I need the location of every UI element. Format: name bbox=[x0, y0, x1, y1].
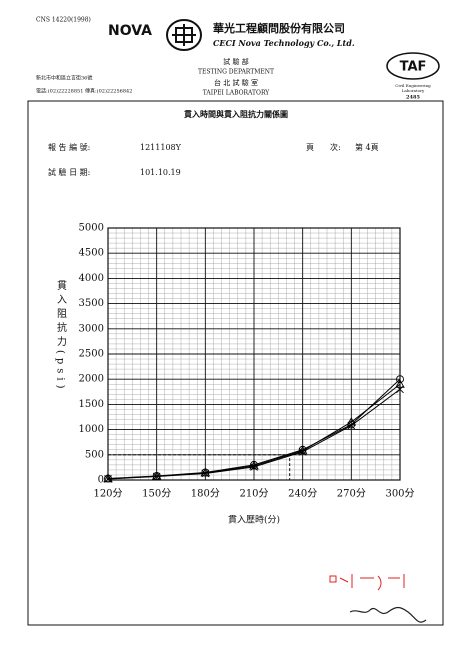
lab-en: TAIPEI LABORATORY bbox=[203, 90, 271, 97]
x-tick-label: 300分 bbox=[385, 488, 414, 500]
standard: CNS 14220(1998) bbox=[36, 17, 91, 24]
report-title: 貫入時間與貫入阻抗力關係圖 bbox=[184, 109, 288, 119]
logo bbox=[166, 19, 202, 51]
x-tick-label: 240分 bbox=[288, 488, 317, 500]
marker bbox=[103, 473, 113, 483]
lab-zh: 台 北 試 驗 室 bbox=[214, 78, 258, 87]
marker bbox=[104, 475, 112, 483]
company-en: CECI Nova Technology Co., Ltd. bbox=[213, 38, 355, 48]
date: 101.10.19 bbox=[140, 168, 181, 177]
marker bbox=[200, 468, 211, 477]
marker bbox=[395, 379, 405, 388]
dept-zh: 試 驗 部 bbox=[223, 57, 248, 66]
taf-sub: Laboratory bbox=[402, 88, 425, 93]
address: 新北市中和區立言街36號 bbox=[36, 75, 92, 82]
marker bbox=[250, 463, 258, 471]
taf: TAF bbox=[400, 60, 427, 75]
chart: 120分 150分 180分 210分 240分 270分 300分 0 500 1000 1500… bbox=[55, 223, 415, 526]
signature bbox=[349, 606, 427, 623]
y-tick-label: 5000 bbox=[79, 223, 104, 234]
marker bbox=[396, 385, 404, 394]
company-zh: 華光工程顧問股份有限公司 bbox=[213, 21, 345, 35]
marker bbox=[298, 447, 307, 456]
y-tick-label: 2500 bbox=[79, 349, 104, 360]
contact: 電話:(02)22228851 傳真:(02)22256842 bbox=[36, 88, 132, 95]
label: 頁 次: bbox=[306, 142, 341, 152]
taf-ring bbox=[386, 52, 440, 80]
marker bbox=[151, 471, 162, 480]
brand: NOVA bbox=[108, 23, 152, 39]
y-tick-label: 1500 bbox=[79, 399, 104, 410]
y-tick-label: 4000 bbox=[79, 273, 104, 284]
frame bbox=[27, 100, 444, 626]
plot-border bbox=[107, 227, 401, 481]
x-tick-label: 150分 bbox=[142, 488, 171, 500]
x-tick-label: 210分 bbox=[239, 488, 268, 500]
x-tick-label: 180分 bbox=[191, 488, 220, 500]
marker bbox=[396, 375, 404, 384]
page-no: 第 4頁 bbox=[355, 142, 379, 152]
taf-sub: Civil Engineering bbox=[395, 83, 431, 88]
y-tick-label: 500 bbox=[85, 449, 104, 460]
y-tick-label: 0 bbox=[98, 475, 104, 486]
x-tick-label: 270分 bbox=[337, 488, 366, 500]
taf-no: 2485 bbox=[406, 95, 420, 101]
y-axis-label: 貫入阻抗力(psi) bbox=[55, 280, 67, 393]
label: 報 告 編 號: bbox=[48, 142, 90, 152]
marker bbox=[152, 472, 161, 481]
y-tick-label: 4500 bbox=[79, 248, 104, 259]
marker bbox=[347, 421, 356, 430]
x-tick-label: 120分 bbox=[93, 488, 122, 500]
marker bbox=[201, 469, 210, 478]
y-tick-label: 3000 bbox=[79, 323, 104, 334]
label: 試 驗 日 期: bbox=[48, 167, 90, 177]
report-no: 1211108Y bbox=[140, 143, 182, 152]
y-tick-label: 3500 bbox=[79, 298, 104, 309]
x-axis-label: 貫入歷時(分) bbox=[228, 515, 280, 526]
y-tick-label: 2000 bbox=[79, 374, 104, 385]
y-tick-label: 1000 bbox=[79, 424, 104, 435]
stamp bbox=[329, 574, 405, 591]
dept-en: TESTING DEPARTMENT bbox=[198, 69, 274, 76]
